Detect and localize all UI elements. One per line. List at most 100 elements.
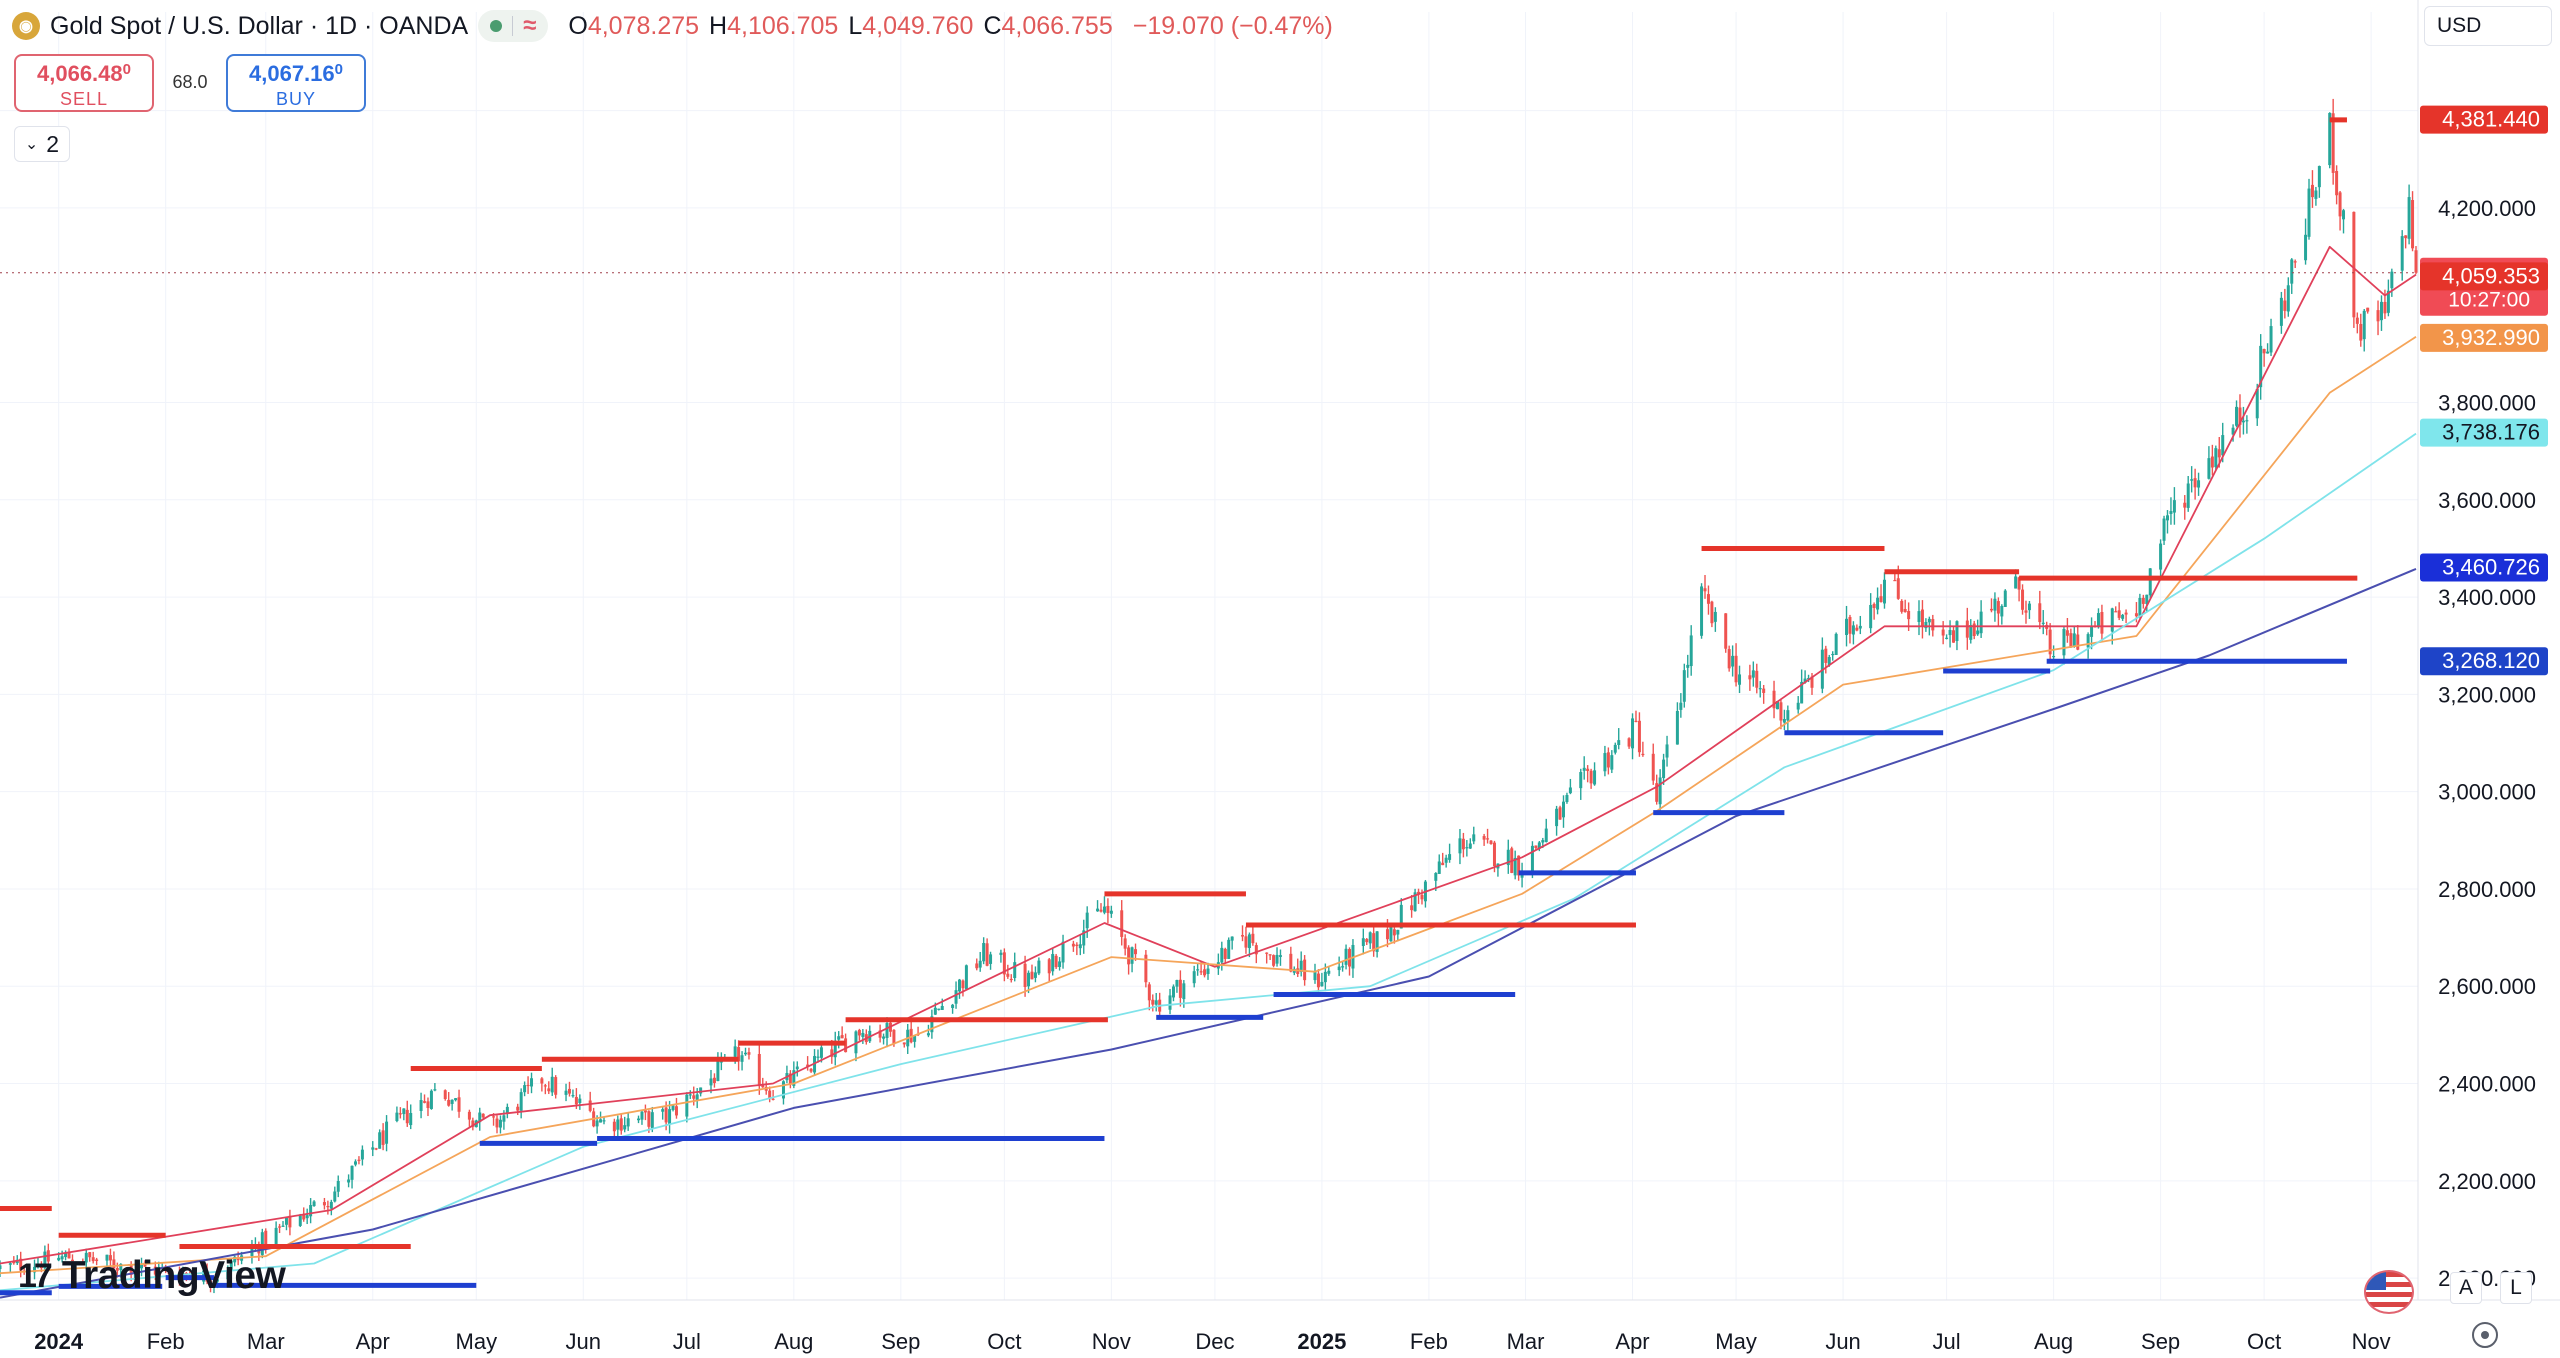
candle-body[interactable] xyxy=(1154,1000,1158,1005)
candle-body[interactable] xyxy=(878,1030,882,1038)
candle-body[interactable] xyxy=(1492,842,1496,867)
candle-body[interactable] xyxy=(1147,984,1151,1001)
candle-body[interactable] xyxy=(1517,855,1521,876)
candle-body[interactable] xyxy=(647,1111,651,1127)
candle-body[interactable] xyxy=(1903,609,1907,613)
candle-body[interactable] xyxy=(1803,678,1807,683)
candle-body[interactable] xyxy=(257,1244,261,1254)
candle-body[interactable] xyxy=(1085,912,1089,929)
candle-body[interactable] xyxy=(2145,594,2149,604)
candle-body[interactable] xyxy=(1662,759,1666,779)
candle-body[interactable] xyxy=(2096,613,2100,628)
candle-body[interactable] xyxy=(519,1092,523,1111)
candle-body[interactable] xyxy=(940,1005,944,1010)
candle-body[interactable] xyxy=(588,1100,592,1111)
candle-body[interactable] xyxy=(1617,740,1621,745)
candle-body[interactable] xyxy=(937,1008,941,1010)
candle-body[interactable] xyxy=(1941,629,1945,636)
candle-body[interactable] xyxy=(381,1130,385,1145)
candle-body[interactable] xyxy=(1558,807,1562,820)
candle-body[interactable] xyxy=(1144,954,1148,983)
candle-body[interactable] xyxy=(1834,633,1838,655)
candle-body[interactable] xyxy=(2124,612,2128,615)
candle-body[interactable] xyxy=(564,1090,568,1095)
candle-body[interactable] xyxy=(226,1271,230,1280)
candle-body[interactable] xyxy=(2159,543,2163,570)
candle-body[interactable] xyxy=(1845,618,1849,635)
candle-body[interactable] xyxy=(2386,290,2390,313)
candle-body[interactable] xyxy=(2169,511,2173,514)
tradingview-logo[interactable]: 17 TradingView xyxy=(18,1254,286,1298)
candle-body[interactable] xyxy=(2379,301,2383,321)
candle-body[interactable] xyxy=(426,1101,430,1108)
candle-body[interactable] xyxy=(909,1028,913,1043)
candle-body[interactable] xyxy=(740,1055,744,1062)
candle-body[interactable] xyxy=(574,1097,578,1105)
candle-body[interactable] xyxy=(2400,236,2404,271)
candle-body[interactable] xyxy=(1009,978,1013,981)
candle-body[interactable] xyxy=(1824,648,1828,663)
candle-body[interactable] xyxy=(857,1029,861,1036)
candle-body[interactable] xyxy=(540,1078,544,1084)
candle-body[interactable] xyxy=(2245,420,2249,422)
candle-body[interactable] xyxy=(2183,502,2187,508)
candle-body[interactable] xyxy=(2041,622,2045,624)
candle-body[interactable] xyxy=(1993,598,1997,611)
candle-body[interactable] xyxy=(795,1066,799,1070)
candle-body[interactable] xyxy=(2376,310,2380,322)
candle-body[interactable] xyxy=(374,1148,378,1150)
candle-body[interactable] xyxy=(523,1085,527,1093)
candle-body[interactable] xyxy=(1955,621,1959,641)
candle-body[interactable] xyxy=(550,1076,554,1093)
candle-body[interactable] xyxy=(951,1004,955,1008)
candle-body[interactable] xyxy=(1713,611,1717,622)
candle-body[interactable] xyxy=(1071,943,1075,947)
candle-body[interactable] xyxy=(2286,285,2290,312)
candle-body[interactable] xyxy=(1593,770,1597,785)
candle-body[interactable] xyxy=(1631,718,1635,749)
candle-body[interactable] xyxy=(882,1036,886,1039)
candle-body[interactable] xyxy=(153,1266,157,1275)
candle-body[interactable] xyxy=(385,1121,389,1144)
candle-body[interactable] xyxy=(2235,406,2239,426)
candle-body[interactable] xyxy=(1171,986,1175,998)
candle-body[interactable] xyxy=(958,979,961,992)
candle-body[interactable] xyxy=(284,1217,288,1225)
candle-body[interactable] xyxy=(2141,597,2145,604)
candle-body[interactable] xyxy=(1738,674,1742,685)
candle-body[interactable] xyxy=(2017,577,2021,590)
candle-body[interactable] xyxy=(1541,840,1545,843)
candle-body[interactable] xyxy=(2366,307,2370,312)
candle-body[interactable] xyxy=(2190,479,2194,481)
candle-body[interactable] xyxy=(1948,629,1952,636)
candle-body[interactable] xyxy=(1665,744,1669,758)
candle-body[interactable] xyxy=(1375,931,1379,952)
market-status-pill[interactable]: ≈ xyxy=(478,10,549,42)
price-badge[interactable] xyxy=(2420,105,2548,134)
candle-body[interactable] xyxy=(288,1215,292,1228)
candle-body[interactable] xyxy=(975,963,979,969)
candle-body[interactable] xyxy=(626,1118,630,1127)
candle-body[interactable] xyxy=(1444,857,1448,863)
candle-body[interactable] xyxy=(81,1261,85,1264)
candle-body[interactable] xyxy=(108,1255,112,1261)
candle-body[interactable] xyxy=(2114,611,2118,613)
candle-body[interactable] xyxy=(229,1260,233,1271)
candle-body[interactable] xyxy=(661,1109,665,1112)
candle-body[interactable] xyxy=(954,990,958,1004)
candle-body[interactable] xyxy=(2307,188,2311,237)
candle-body[interactable] xyxy=(1610,755,1614,770)
candle-body[interactable] xyxy=(1420,895,1424,900)
candle-body[interactable] xyxy=(2138,597,2142,616)
candle-body[interactable] xyxy=(274,1227,278,1244)
candle-body[interactable] xyxy=(1027,972,1031,987)
candle-body[interactable] xyxy=(840,1035,844,1039)
candle-body[interactable] xyxy=(1030,971,1034,980)
candle-body[interactable] xyxy=(643,1110,647,1113)
candle-body[interactable] xyxy=(347,1179,351,1183)
candle-body[interactable] xyxy=(1327,970,1331,974)
candle-body[interactable] xyxy=(1182,983,1186,1000)
candle-body[interactable] xyxy=(1006,973,1010,977)
candle-body[interactable] xyxy=(854,1031,858,1054)
